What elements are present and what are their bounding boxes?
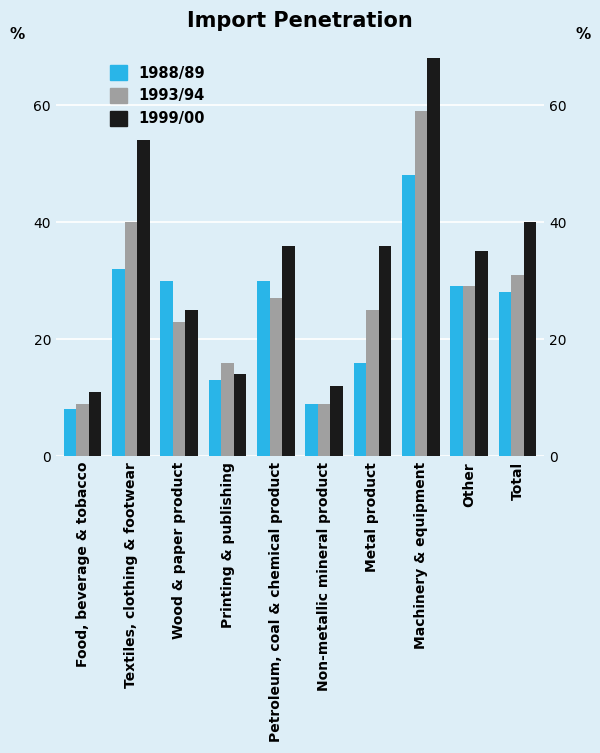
Bar (234, 374, 247, 456)
Bar (137, 140, 149, 456)
Bar (353, 363, 366, 456)
Bar (511, 275, 524, 456)
Bar (282, 245, 295, 456)
Bar (160, 281, 173, 456)
Bar (257, 281, 269, 456)
Text: %: % (9, 27, 25, 42)
Legend: 1988/89, 1993/94, 1999/00: 1988/89, 1993/94, 1999/00 (102, 58, 212, 133)
Bar (524, 222, 536, 456)
Bar (366, 310, 379, 456)
Bar (89, 392, 101, 456)
Bar (125, 222, 137, 456)
Bar (499, 292, 511, 456)
Bar (76, 404, 89, 456)
Bar (318, 404, 331, 456)
Text: %: % (575, 27, 591, 42)
Bar (331, 386, 343, 456)
Bar (305, 404, 318, 456)
Bar (209, 380, 221, 456)
Bar (379, 245, 391, 456)
Bar (269, 298, 282, 456)
Bar (64, 410, 76, 456)
Bar (463, 286, 475, 456)
Bar (415, 111, 427, 456)
Bar (451, 286, 463, 456)
Bar (475, 252, 488, 456)
Bar (402, 175, 415, 456)
Bar (427, 58, 440, 456)
Bar (185, 310, 198, 456)
Title: Import Penetration: Import Penetration (187, 11, 413, 31)
Bar (221, 363, 234, 456)
Bar (112, 269, 125, 456)
Bar (173, 322, 185, 456)
